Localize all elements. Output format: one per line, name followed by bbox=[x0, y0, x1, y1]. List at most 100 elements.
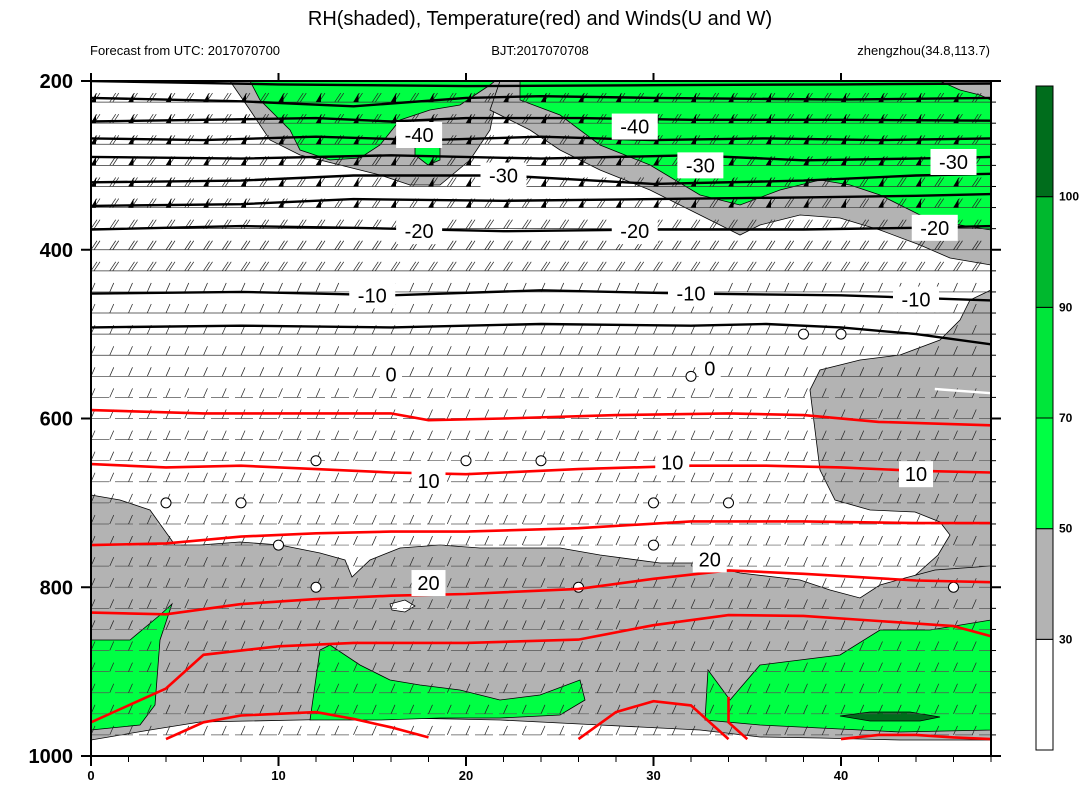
barb-tick bbox=[206, 261, 213, 272]
barb-tick bbox=[937, 198, 945, 208]
barb-tick bbox=[691, 81, 692, 82]
barb-pennant bbox=[129, 72, 134, 81]
barb-pennant bbox=[204, 72, 209, 81]
barb-tick bbox=[600, 81, 601, 82]
barb-tick bbox=[690, 493, 696, 504]
barb-tick bbox=[109, 81, 111, 82]
barb-tick bbox=[409, 430, 415, 440]
barb-tick bbox=[896, 261, 904, 272]
barb-tick bbox=[806, 81, 807, 82]
isotherm-black bbox=[91, 289, 991, 302]
barb-tick bbox=[953, 493, 958, 504]
barb-tick bbox=[112, 219, 120, 229]
barb-tick bbox=[112, 81, 114, 82]
barb-tick bbox=[690, 261, 698, 272]
barb-tick bbox=[559, 662, 565, 672]
barb-tick bbox=[840, 219, 848, 229]
barb-tick bbox=[653, 367, 658, 377]
barb-tick bbox=[375, 81, 376, 82]
barb-tick bbox=[128, 81, 129, 82]
barb-tick bbox=[449, 177, 457, 187]
barb-tick bbox=[540, 662, 546, 672]
barb-tick bbox=[465, 683, 471, 693]
barb-tick bbox=[166, 81, 167, 82]
barb-tick bbox=[299, 198, 307, 208]
isotherm-label-bg bbox=[930, 149, 977, 175]
barb-tick bbox=[240, 346, 246, 356]
barb-tick bbox=[656, 261, 663, 272]
calm-marker bbox=[535, 455, 547, 467]
barb-tick bbox=[803, 219, 810, 229]
barb-tick bbox=[146, 557, 152, 567]
barb-tick bbox=[765, 599, 771, 609]
barb-tick bbox=[109, 451, 115, 461]
barb-tick bbox=[581, 81, 582, 82]
isotherm-label-bg bbox=[655, 449, 690, 476]
chart-title: RH(shaded), Temperature(red) and Winds(U… bbox=[308, 8, 772, 30]
barb-tick bbox=[596, 620, 602, 630]
barb-tick bbox=[203, 662, 208, 672]
barb-tick bbox=[824, 219, 832, 229]
barb-tick bbox=[953, 599, 958, 609]
barb-tick bbox=[878, 535, 883, 546]
barb-tick bbox=[146, 451, 152, 461]
barb-tick bbox=[465, 261, 473, 272]
barb-tick bbox=[840, 662, 846, 672]
barb-tick bbox=[315, 346, 321, 356]
barb-tick bbox=[766, 81, 767, 82]
barb-tick bbox=[203, 367, 208, 377]
barb-tick bbox=[578, 557, 583, 567]
barb-tick bbox=[109, 493, 115, 504]
barb-tick bbox=[578, 240, 585, 250]
barb-tick bbox=[315, 430, 321, 440]
barb-tick bbox=[971, 177, 979, 187]
barb-tick bbox=[371, 683, 377, 693]
isotherm-label-bg bbox=[396, 218, 443, 245]
barb-tick bbox=[559, 451, 565, 461]
barb-tick bbox=[934, 641, 940, 651]
barb-tick bbox=[671, 683, 677, 693]
barb-tick bbox=[859, 472, 865, 482]
isotherm-black bbox=[91, 192, 991, 208]
barb-tick bbox=[334, 472, 340, 482]
isotherm-label: -10 bbox=[358, 285, 387, 307]
barb-tick bbox=[581, 240, 588, 250]
isotherm-label: 10 bbox=[661, 452, 683, 474]
barb-tick bbox=[840, 578, 846, 588]
barb-tick bbox=[616, 81, 617, 82]
barb-tick bbox=[768, 240, 776, 250]
x-tick-label: 10 bbox=[271, 768, 285, 783]
barb-tick bbox=[765, 662, 771, 672]
barb-tick bbox=[503, 346, 508, 356]
barb-tick bbox=[390, 346, 396, 356]
barb-tick bbox=[596, 219, 604, 229]
barb-tick bbox=[206, 240, 213, 250]
barb-tick bbox=[221, 451, 227, 461]
isotherm-black bbox=[91, 322, 991, 346]
barb-tick bbox=[672, 81, 673, 82]
barb-tick bbox=[109, 662, 115, 672]
barb-tick bbox=[146, 641, 152, 651]
barb-tick bbox=[806, 219, 813, 229]
barb-tick bbox=[522, 81, 523, 82]
barb-tick bbox=[578, 303, 583, 314]
barb-tick bbox=[953, 261, 960, 272]
barb-tick bbox=[446, 451, 452, 461]
barb-tick bbox=[878, 388, 883, 398]
barb-tick bbox=[221, 261, 229, 272]
barb-tick bbox=[615, 493, 621, 504]
barb-tick bbox=[693, 240, 701, 250]
barb-tick bbox=[803, 725, 808, 736]
barb-tick bbox=[821, 493, 827, 504]
barb-tick bbox=[484, 81, 486, 82]
barb-tick bbox=[596, 324, 602, 335]
barb-tick bbox=[578, 725, 583, 736]
barb-tick bbox=[559, 599, 565, 609]
barb-tick bbox=[278, 557, 283, 567]
barb-tick bbox=[840, 557, 846, 567]
barb-tick bbox=[934, 535, 940, 546]
barb-pennant bbox=[316, 177, 321, 187]
barb-tick bbox=[765, 388, 771, 398]
barb-tick bbox=[465, 430, 471, 440]
